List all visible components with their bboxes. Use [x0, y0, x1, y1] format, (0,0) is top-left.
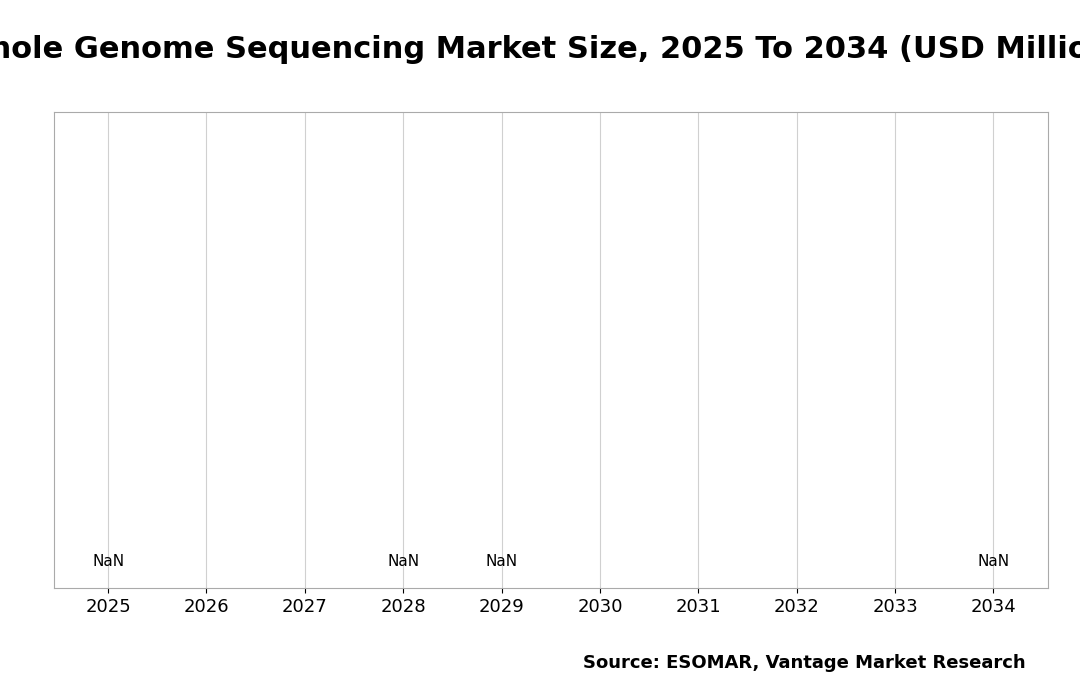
Text: NaN: NaN [92, 554, 124, 569]
Text: Source: ESOMAR, Vantage Market Research: Source: ESOMAR, Vantage Market Research [583, 654, 1026, 672]
Text: NaN: NaN [486, 554, 517, 569]
Text: NaN: NaN [977, 554, 1010, 569]
Text: NaN: NaN [387, 554, 419, 569]
Text: Whole Genome Sequencing Market Size, 2025 To 2034 (USD Million): Whole Genome Sequencing Market Size, 202… [0, 35, 1080, 64]
